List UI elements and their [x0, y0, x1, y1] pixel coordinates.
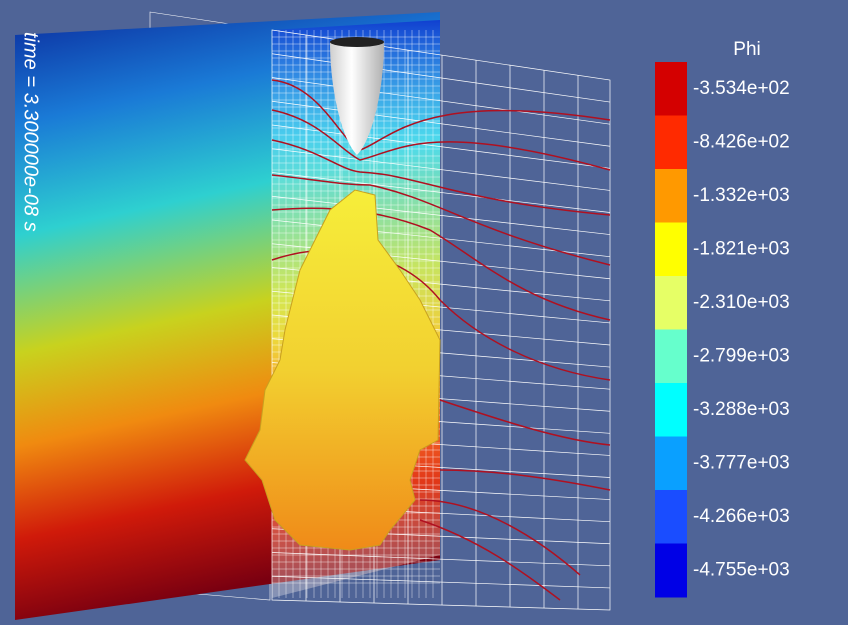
legend-swatch: [655, 115, 687, 170]
legend-label: -3.534e+02: [693, 78, 790, 99]
legend: -3.534e+02 -8.426e+02 -1.332e+03 -1.821e+03…: [655, 62, 790, 598]
mesh-line: [271, 172, 611, 213]
contour-lines: [271, 79, 611, 601]
legend-label: -2.310e+03: [693, 292, 790, 313]
legend-label: -1.821e+03: [693, 238, 790, 259]
legend-title: Phi: [733, 39, 760, 60]
legend-swatch: [655, 543, 687, 598]
mesh-line: [271, 552, 611, 567]
mesh-line: [271, 195, 611, 235]
legend-label: -2.799e+03: [693, 345, 790, 366]
legend-swatch: [655, 383, 687, 437]
mesh-line: [271, 100, 611, 147]
legend-label: -4.266e+03: [693, 506, 790, 527]
mesh-line: [271, 575, 611, 589]
mesh-line: [271, 77, 611, 125]
legend-swatch: [655, 62, 687, 116]
electrode: [330, 42, 384, 155]
legend-swatch: [655, 222, 687, 277]
mesh-line: [271, 53, 611, 103]
legend-swatch: [655, 490, 687, 544]
streamer-plume: [244, 189, 441, 551]
legend-label: -3.288e+03: [693, 399, 790, 420]
legend-label: -4.755e+03: [693, 559, 790, 580]
legend-label: -3.777e+03: [693, 452, 790, 473]
legend-label: -1.332e+03: [693, 185, 790, 206]
legend-swatch: [655, 329, 687, 384]
time-label: time = 3.300000e-08 s: [20, 32, 42, 232]
mesh-line: [271, 124, 611, 169]
legend-swatch: [655, 169, 687, 223]
legend-label: -8.426e+02: [693, 131, 790, 152]
mesh-line: [271, 148, 611, 191]
legend-swatch: [655, 276, 687, 330]
legend-swatch: [655, 436, 687, 491]
electrode-top: [330, 37, 384, 47]
